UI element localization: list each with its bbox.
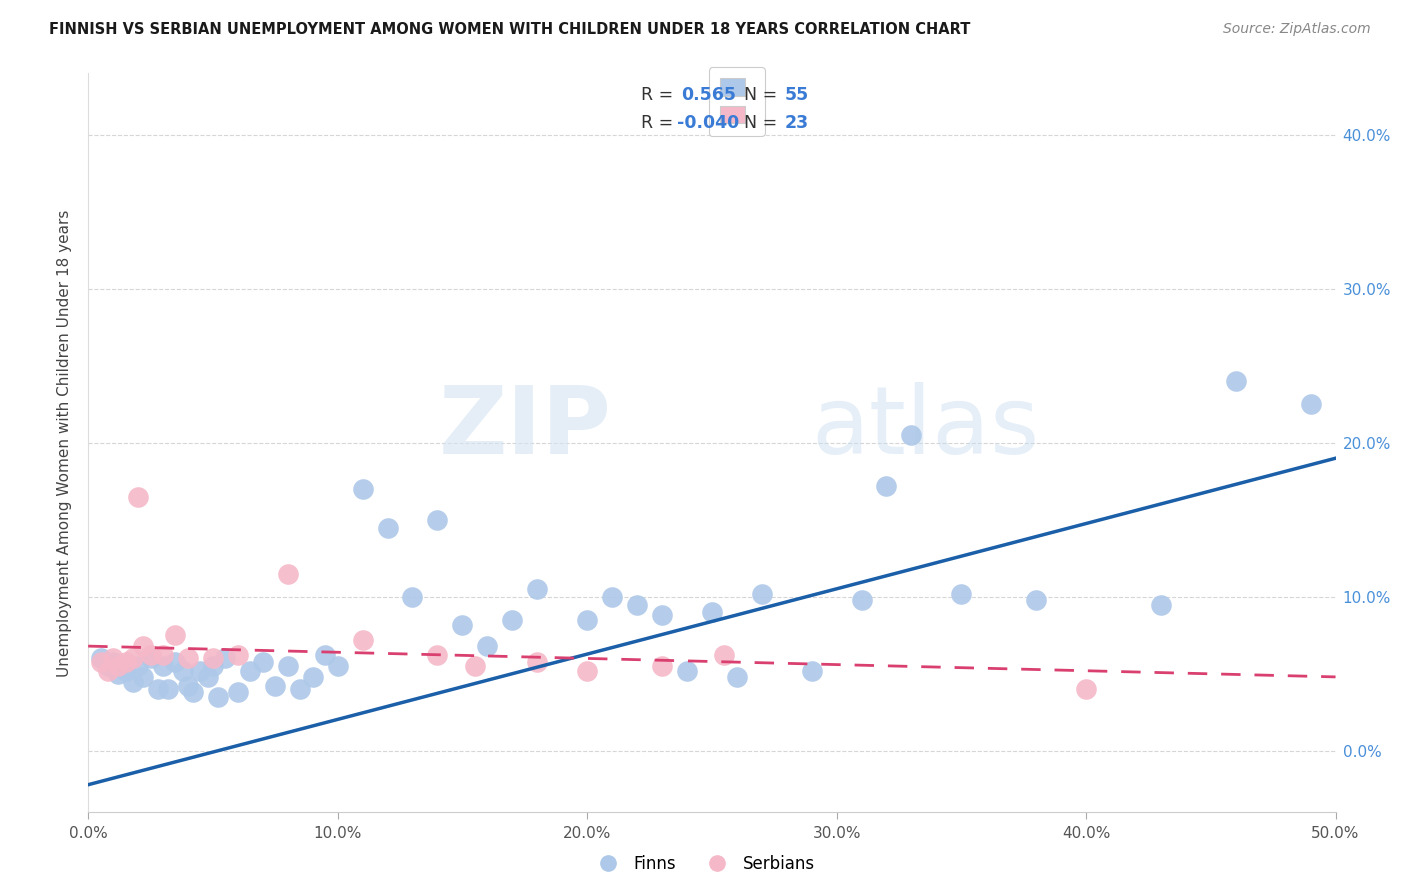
Point — [352, 482, 374, 496]
Point — [651, 659, 673, 673]
Point — [165, 655, 187, 669]
Text: Source: ZipAtlas.com: Source: ZipAtlas.com — [1223, 22, 1371, 37]
Point — [526, 655, 548, 669]
Point — [950, 587, 973, 601]
Point — [451, 617, 474, 632]
Point — [314, 648, 336, 663]
Point — [426, 648, 449, 663]
Text: 0.565: 0.565 — [681, 86, 735, 103]
Text: R =: R = — [641, 114, 673, 132]
Point — [190, 664, 212, 678]
Point — [122, 674, 145, 689]
Point — [152, 648, 174, 663]
Text: 23: 23 — [785, 114, 808, 132]
Point — [651, 608, 673, 623]
Point — [576, 664, 599, 678]
Point — [1074, 682, 1097, 697]
Text: atlas: atlas — [811, 382, 1040, 474]
Point — [177, 679, 200, 693]
Point — [181, 685, 204, 699]
Point — [676, 664, 699, 678]
Point — [122, 651, 145, 665]
Legend: Finns, Serbians: Finns, Serbians — [585, 848, 821, 880]
Point — [177, 651, 200, 665]
Point — [290, 682, 312, 697]
Point — [1025, 593, 1047, 607]
Point — [600, 590, 623, 604]
Text: R =: R = — [641, 86, 673, 103]
Point — [90, 651, 112, 665]
Point — [97, 664, 120, 678]
Point — [800, 664, 823, 678]
Point — [165, 628, 187, 642]
Text: FINNISH VS SERBIAN UNEMPLOYMENT AMONG WOMEN WITH CHILDREN UNDER 18 YEARS CORRELA: FINNISH VS SERBIAN UNEMPLOYMENT AMONG WO… — [49, 22, 970, 37]
Point — [326, 659, 349, 673]
Point — [626, 598, 648, 612]
Point — [277, 566, 299, 581]
Point — [377, 520, 399, 534]
Legend: , : , — [709, 68, 765, 136]
Point — [214, 651, 236, 665]
Point — [264, 679, 287, 693]
Point — [1150, 598, 1173, 612]
Point — [152, 659, 174, 673]
Point — [90, 655, 112, 669]
Point — [101, 655, 124, 669]
Point — [700, 605, 723, 619]
Text: ZIP: ZIP — [439, 382, 612, 474]
Point — [114, 655, 136, 669]
Point — [725, 670, 748, 684]
Point — [301, 670, 323, 684]
Point — [207, 690, 229, 704]
Point — [900, 428, 922, 442]
Point — [876, 479, 898, 493]
Point — [97, 659, 120, 673]
Point — [1225, 374, 1247, 388]
Point — [132, 639, 155, 653]
Point — [132, 670, 155, 684]
Point — [713, 648, 735, 663]
Point — [172, 664, 194, 678]
Text: N =: N = — [744, 114, 778, 132]
Point — [127, 490, 149, 504]
Point — [477, 639, 499, 653]
Text: 55: 55 — [785, 86, 808, 103]
Point — [226, 685, 249, 699]
Point — [201, 651, 224, 665]
Point — [239, 664, 262, 678]
Point — [139, 648, 162, 663]
Point — [226, 648, 249, 663]
Y-axis label: Unemployment Among Women with Children Under 18 years: Unemployment Among Women with Children U… — [58, 209, 72, 676]
Point — [1299, 397, 1322, 411]
Point — [156, 682, 179, 697]
Point — [526, 582, 548, 596]
Point — [107, 659, 129, 673]
Point — [426, 513, 449, 527]
Point — [101, 651, 124, 665]
Point — [252, 655, 274, 669]
Point — [401, 590, 423, 604]
Point — [197, 670, 219, 684]
Point — [114, 664, 136, 678]
Text: -0.040: -0.040 — [676, 114, 740, 132]
Point — [277, 659, 299, 673]
Point — [464, 659, 486, 673]
Point — [851, 593, 873, 607]
Point — [751, 587, 773, 601]
Text: N =: N = — [744, 86, 778, 103]
Point — [201, 659, 224, 673]
Point — [127, 659, 149, 673]
Point — [352, 632, 374, 647]
Point — [139, 651, 162, 665]
Point — [146, 682, 169, 697]
Point — [107, 666, 129, 681]
Point — [576, 613, 599, 627]
Point — [501, 613, 523, 627]
